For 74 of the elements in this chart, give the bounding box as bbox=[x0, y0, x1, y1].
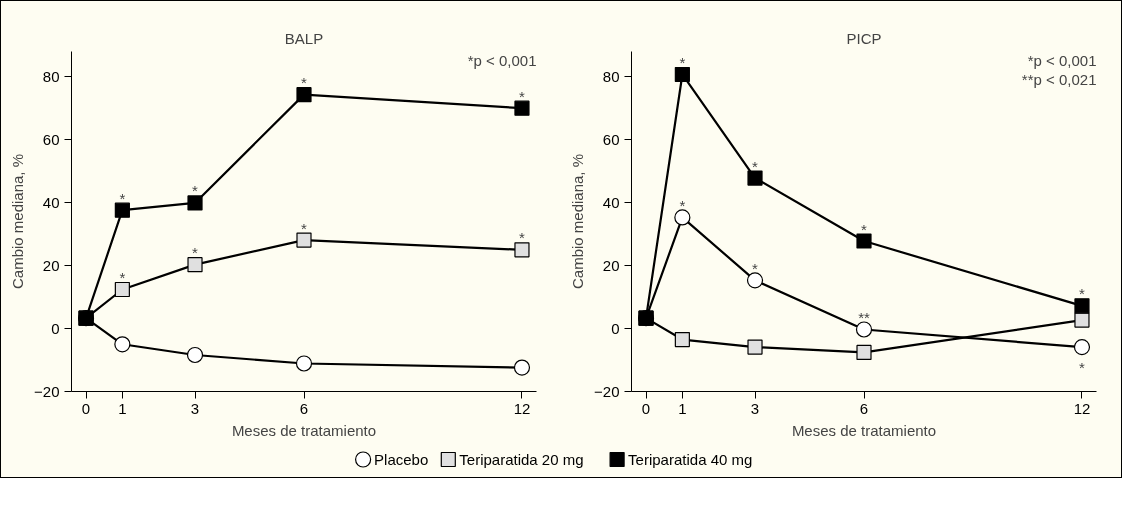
point bbox=[114, 202, 130, 218]
data-label: * bbox=[861, 220, 868, 238]
y-tick-label: −20 bbox=[34, 382, 60, 400]
legend-label: Teriparatida 20 mg bbox=[459, 451, 584, 468]
y-tick-label: 40 bbox=[602, 193, 620, 211]
x-tick-label: 6 bbox=[859, 399, 869, 417]
data-label: ** bbox=[858, 308, 870, 326]
y-tick-label: 0 bbox=[51, 319, 60, 337]
point bbox=[747, 170, 763, 186]
y-axis-title: Cambio mediana, % bbox=[569, 153, 587, 290]
x-axis-title: Meses de tratamiento bbox=[791, 421, 937, 439]
data-label: * bbox=[1079, 358, 1086, 376]
data-label: * bbox=[301, 74, 308, 92]
annotation: *p < 0,001 bbox=[1027, 51, 1097, 69]
legend-label: Teriparatida 40 mg bbox=[628, 451, 753, 468]
data-label: * bbox=[519, 229, 526, 247]
data-label: * bbox=[119, 189, 126, 207]
x-tick-label: 1 bbox=[118, 399, 127, 417]
y-tick-label: 20 bbox=[602, 256, 620, 274]
x-tick-label: 0 bbox=[81, 399, 91, 417]
point bbox=[747, 339, 763, 355]
annotation: **p < 0,021 bbox=[1021, 70, 1097, 88]
point bbox=[856, 344, 872, 361]
point bbox=[855, 321, 873, 338]
y-tick-label: −20 bbox=[594, 382, 620, 400]
point bbox=[513, 359, 531, 376]
point bbox=[674, 331, 690, 348]
x-tick-label: 3 bbox=[750, 399, 760, 417]
chart-title: BALP bbox=[284, 29, 324, 47]
point bbox=[1074, 298, 1090, 314]
point bbox=[674, 209, 691, 226]
point bbox=[114, 281, 130, 298]
point bbox=[856, 233, 872, 249]
point bbox=[114, 336, 131, 353]
point bbox=[514, 242, 530, 258]
point bbox=[295, 355, 313, 372]
point bbox=[1074, 312, 1090, 328]
y-tick-label: 40 bbox=[42, 193, 60, 211]
point bbox=[187, 257, 203, 273]
point bbox=[674, 66, 690, 83]
point bbox=[514, 100, 530, 116]
annotation: *p < 0,001 bbox=[467, 51, 537, 69]
x-tick-label: 1 bbox=[678, 399, 687, 417]
x-tick-label: 3 bbox=[190, 399, 200, 417]
data-label: * bbox=[679, 53, 686, 71]
data-label: * bbox=[119, 269, 126, 286]
point bbox=[296, 87, 312, 103]
point bbox=[1073, 339, 1091, 356]
y-tick-label: 80 bbox=[602, 67, 620, 85]
point bbox=[296, 232, 312, 248]
y-tick-label: 80 bbox=[42, 67, 60, 85]
legend-label: Placebo bbox=[374, 451, 429, 468]
point bbox=[746, 272, 764, 289]
x-tick-label: 12 bbox=[513, 399, 531, 417]
data-label: * bbox=[752, 259, 759, 277]
data-label: * bbox=[1079, 285, 1086, 303]
y-axis-title: Cambio mediana, % bbox=[9, 153, 27, 290]
data-label: * bbox=[752, 157, 759, 175]
y-tick-label: 20 bbox=[42, 256, 60, 274]
y-tick-label: 60 bbox=[602, 130, 620, 148]
data-label: * bbox=[301, 219, 308, 237]
data-label: * bbox=[192, 182, 199, 200]
point bbox=[186, 346, 204, 364]
x-axis-title: Meses de tratamiento bbox=[231, 421, 377, 439]
y-tick-label: 0 bbox=[611, 319, 620, 337]
data-label: * bbox=[679, 196, 686, 214]
x-tick-label: 0 bbox=[641, 399, 651, 417]
x-tick-label: 6 bbox=[299, 399, 309, 417]
data-label: * bbox=[519, 87, 526, 105]
data-label: * bbox=[192, 244, 199, 262]
x-tick-label: 12 bbox=[1073, 399, 1091, 417]
y-tick-label: 60 bbox=[42, 130, 60, 148]
point bbox=[187, 195, 203, 211]
chart-title: PICP bbox=[846, 29, 882, 47]
